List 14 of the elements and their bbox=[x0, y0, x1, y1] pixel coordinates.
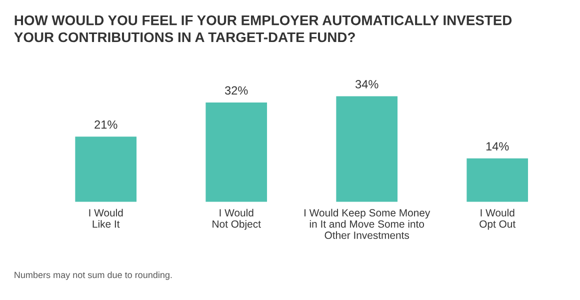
x-tick-label: I Would Not Object bbox=[212, 208, 261, 230]
bar bbox=[466, 158, 528, 202]
x-tick-label: I Would Like It bbox=[89, 208, 123, 228]
data-label: 34% bbox=[355, 80, 378, 88]
data-label: 21% bbox=[94, 120, 118, 129]
data-label: 14% bbox=[486, 142, 509, 150]
data-label: 32% bbox=[224, 86, 248, 95]
x-tick-label: I Would Opt Out bbox=[480, 208, 516, 230]
text: Numbers may not sum due to rounding. bbox=[14, 272, 172, 280]
bar bbox=[336, 96, 398, 202]
x-tick-label: I Would Keep Some Money in It and Move Some into Other Investments bbox=[304, 208, 430, 239]
bar bbox=[75, 136, 137, 202]
chart-title: HOW WOULD YOU FEEL IF YOUR EMPLOYER AUTOMATICALLY INVESTED YOUR CONTRIBUTIONS IN A TARGET-DATE FUND? bbox=[14, 15, 512, 42]
bar bbox=[206, 102, 268, 202]
